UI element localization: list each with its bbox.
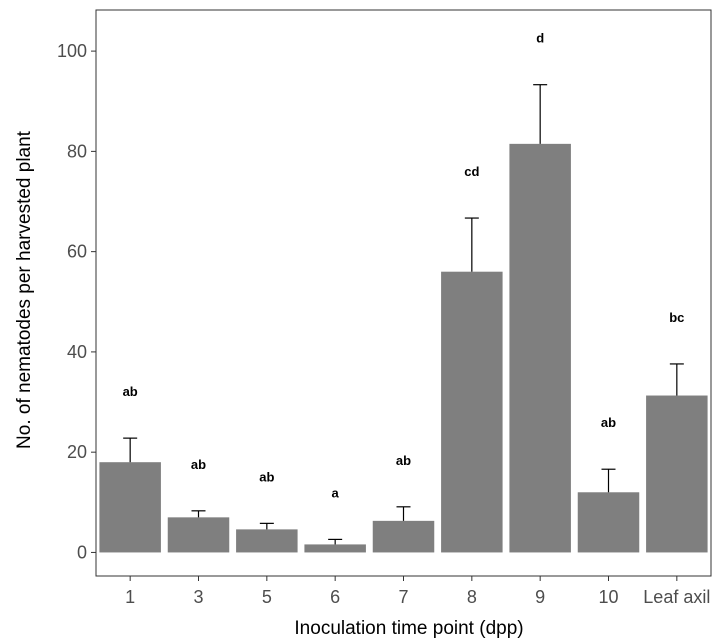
significance-label-4: a <box>332 485 340 500</box>
y-axis: 0 20 40 60 80 100 <box>57 41 96 562</box>
bar-1 <box>99 462 161 553</box>
y-axis-title: No. of nematodes per harvested plant <box>14 130 35 449</box>
bar-4 <box>304 544 366 553</box>
y-tick-label-0: 0 <box>77 542 87 562</box>
significance-label-7: d <box>536 31 544 46</box>
bar-6 <box>441 271 503 553</box>
bar-2 <box>167 517 230 553</box>
x-tick-label-4: 6 <box>330 587 340 607</box>
x-tick-label-2: 3 <box>193 587 203 607</box>
x-tick-label-5: 7 <box>398 587 408 607</box>
plot-panel <box>95 9 712 577</box>
significance-labels-group: ab ab ab a ab cd d ab bc <box>123 31 685 501</box>
bar-7 <box>509 143 571 553</box>
x-tick-label-7: 9 <box>535 587 545 607</box>
x-tick-label-8: 10 <box>598 587 618 607</box>
significance-label-1: ab <box>123 384 138 399</box>
significance-label-6: cd <box>464 164 479 179</box>
significance-label-9: bc <box>669 310 684 325</box>
significance-label-2: ab <box>191 457 206 472</box>
x-axis-title: Inoculation time point (dpp) <box>294 618 523 639</box>
y-tick-label-60: 60 <box>67 242 87 262</box>
y-tick-label-20: 20 <box>67 442 87 462</box>
bar-5 <box>372 520 435 553</box>
bar-8 <box>577 492 640 553</box>
bar-9 <box>646 395 708 553</box>
significance-label-5: ab <box>396 453 411 468</box>
x-tick-label-6: 8 <box>467 587 477 607</box>
error-bars-group <box>123 84 684 545</box>
y-tick-label-80: 80 <box>67 141 87 161</box>
x-tick-label-9: Leaf axil <box>643 587 710 607</box>
significance-label-3: ab <box>259 469 274 484</box>
significance-label-8: ab <box>601 415 616 430</box>
plot-area <box>95 9 712 577</box>
bar-3 <box>236 529 298 553</box>
x-tick-label-1: 1 <box>125 587 135 607</box>
x-tick-label-3: 5 <box>262 587 272 607</box>
x-axis: 1 3 5 6 7 8 9 10 Leaf axil <box>125 576 710 607</box>
bars-group <box>99 143 708 553</box>
y-tick-label-40: 40 <box>67 342 87 362</box>
y-tick-label-100: 100 <box>57 41 87 61</box>
